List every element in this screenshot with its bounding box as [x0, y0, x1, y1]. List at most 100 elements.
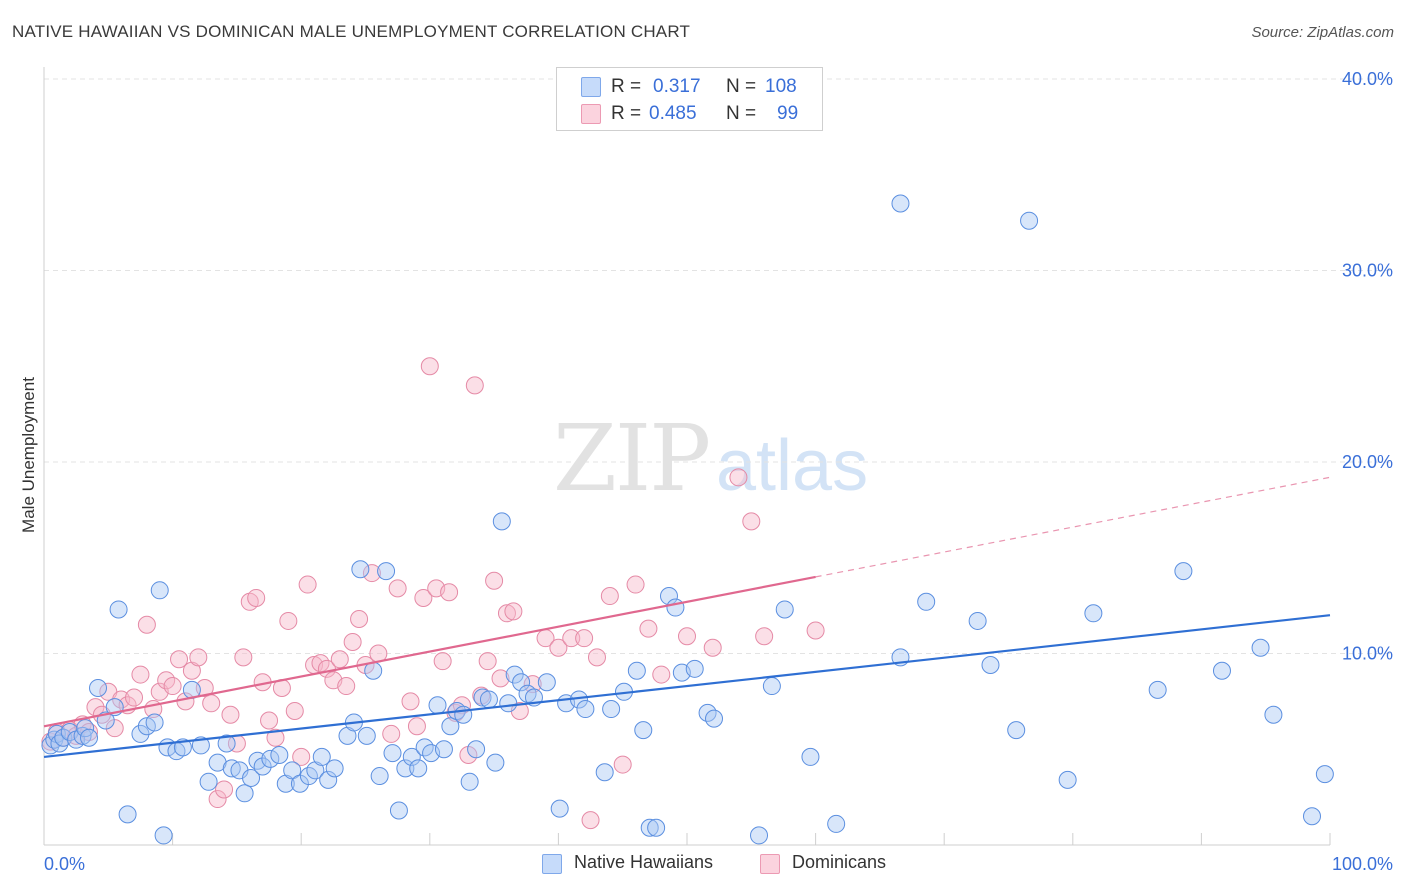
dominicans-point — [497, 604, 516, 623]
native-hawaiians-point — [370, 767, 389, 786]
native-hawaiians-point — [402, 747, 421, 766]
dominicans-point — [388, 579, 407, 598]
dominicans-point — [208, 790, 227, 809]
dominicans-point — [420, 357, 439, 376]
dominicans-point — [523, 675, 542, 694]
dominicans-point — [105, 719, 124, 738]
native-hawaiians-point — [1315, 765, 1334, 784]
native-hawaiians-point — [981, 655, 1000, 674]
native-hawaiians-point — [261, 749, 280, 768]
y-tick-label: 20.0% — [1342, 452, 1393, 472]
native-hawaiians-point — [595, 763, 614, 782]
native-hawaiians-point — [537, 673, 556, 692]
native-hawaiians-point — [396, 759, 415, 778]
native-hawaiians-point — [460, 772, 479, 791]
native-hawaiians-point — [222, 759, 241, 778]
dominicans-point — [433, 652, 452, 671]
legend-n-value: 108 — [765, 76, 797, 97]
dominicans-point — [337, 677, 356, 696]
dominicans-point — [221, 705, 240, 724]
dominicans-point — [600, 587, 619, 606]
dominicans-point — [247, 588, 266, 607]
dominicans-point — [298, 575, 317, 594]
native-hawaiians-trend-line — [43, 614, 1331, 759]
dominicans-point — [285, 701, 304, 720]
native-hawaiians-point — [762, 677, 781, 696]
native-hawaiians-point — [434, 740, 453, 759]
dominicans-trend-line — [43, 575, 816, 728]
native-hawaiians-point — [917, 592, 936, 611]
dominicans-point — [755, 627, 774, 646]
native-hawaiians-point — [550, 799, 569, 818]
legend-swatch-native-hawaiians — [581, 77, 601, 97]
legend-n-label: N = — [726, 76, 757, 97]
native-hawaiians-point — [827, 814, 846, 833]
native-hawaiians-point — [154, 826, 173, 845]
native-hawaiians-point — [512, 673, 531, 692]
dominicans-point — [414, 588, 433, 607]
native-hawaiians-point — [217, 734, 236, 753]
dominicans-point — [587, 648, 606, 667]
chart-title: NATIVE HAWAIIAN VS DOMINICAN MALE UNEMPL… — [12, 22, 691, 41]
dominicans-point — [362, 564, 381, 583]
dominicans-point — [202, 694, 221, 713]
dominicans-point — [189, 648, 208, 667]
native-hawaiians-point — [383, 744, 402, 763]
bottom-legend-swatch — [760, 854, 780, 874]
dominicans-point — [330, 650, 349, 669]
dominicans-point — [382, 724, 401, 743]
native-hawaiians-point — [479, 690, 498, 709]
dominicans-point — [170, 650, 189, 669]
dominicans-point — [478, 652, 497, 671]
correlation-legend: R = 0.317 N = 108 R = 0.485 N = 99 — [556, 67, 823, 131]
native-hawaiians-point — [499, 694, 518, 713]
native-hawaiians-point — [634, 721, 653, 740]
native-hawaiians-point — [473, 688, 492, 707]
dominicans-point — [613, 755, 632, 774]
native-hawaiians-point — [290, 774, 309, 793]
native-hawaiians-point — [1084, 604, 1103, 623]
legend-r-label: R = — [611, 76, 642, 97]
dominicans-point — [562, 629, 581, 648]
dominicans-point — [440, 583, 459, 602]
bottom-legend-label: Dominicans — [792, 852, 887, 872]
dominicans-point — [678, 627, 696, 646]
dominicans-point — [581, 811, 600, 830]
native-hawaiians-point — [1174, 562, 1193, 581]
native-hawaiians-point — [705, 709, 724, 728]
native-hawaiians-point — [319, 770, 338, 789]
native-hawaiians-point — [325, 759, 344, 778]
native-hawaiians-point — [467, 740, 486, 759]
dominicans-point — [350, 610, 369, 629]
native-hawaiians-point — [685, 659, 704, 678]
native-hawaiians-point — [647, 818, 666, 837]
native-hawaiians-point — [627, 661, 646, 680]
watermark-atlas: atlas — [716, 426, 868, 506]
y-tick-label: 10.0% — [1342, 644, 1393, 664]
legend-swatch-dominicans — [581, 104, 601, 124]
native-hawaiians-point — [389, 801, 408, 820]
native-hawaiians-point — [80, 728, 99, 747]
native-hawaiians-point — [131, 724, 150, 743]
native-hawaiians-point — [351, 560, 370, 579]
native-hawaiians-point — [576, 700, 595, 719]
native-hawaiians-point — [377, 562, 396, 581]
native-hawaiians-point — [270, 745, 289, 764]
dominicans-point — [549, 638, 568, 657]
x-tick-label: 100.0% — [1332, 854, 1393, 874]
native-hawaiians-point — [640, 818, 659, 837]
dominicans-point — [575, 629, 594, 648]
dominicans-trend-extension — [815, 476, 1331, 578]
native-hawaiians-point — [96, 711, 115, 730]
dominicans-point — [131, 665, 150, 684]
dominicans-point — [491, 669, 510, 688]
native-hawaiians-point — [357, 726, 376, 745]
dominicans-point — [652, 665, 671, 684]
native-hawaiians-point — [1007, 721, 1026, 740]
native-hawaiians-point — [109, 600, 128, 619]
native-hawaiians-point — [666, 598, 685, 617]
native-hawaiians-point — [1264, 705, 1283, 724]
dominicans-point — [137, 615, 156, 634]
dominicans-point — [125, 688, 144, 707]
native-hawaiians-point — [199, 772, 218, 791]
